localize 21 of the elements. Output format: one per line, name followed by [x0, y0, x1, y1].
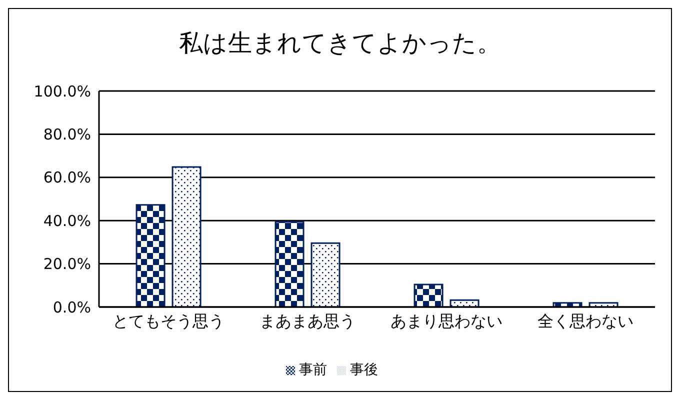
y-tick-label: 20.0% [43, 255, 91, 274]
bar [552, 302, 582, 307]
x-tick-label: まあまあ思う [260, 311, 356, 330]
bar [414, 284, 444, 307]
y-tick-label: 40.0% [43, 212, 91, 230]
x-tick-label: 全く思わない [538, 311, 634, 330]
y-tick-label: 100.0% [34, 82, 91, 100]
bar [450, 299, 480, 307]
bar [588, 302, 618, 307]
bar [172, 166, 202, 307]
chart-title: 私は生まれてきてよかった。 [178, 28, 502, 59]
y-tick-label: 60.0% [43, 168, 91, 187]
bar [274, 221, 304, 307]
x-tick-label: とてもそう思う [112, 311, 224, 330]
y-tick-label: 0.0% [52, 298, 91, 316]
y-tick-label: 80.0% [43, 126, 91, 144]
bar [310, 242, 340, 307]
bar [136, 204, 166, 307]
legend-label: 事後 [350, 362, 378, 378]
legend-label: 事前 [299, 362, 327, 378]
x-tick-label: あまり思わない [390, 311, 502, 330]
